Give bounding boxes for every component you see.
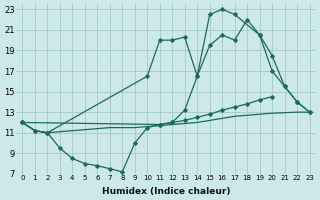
X-axis label: Humidex (Indice chaleur): Humidex (Indice chaleur) bbox=[102, 187, 230, 196]
